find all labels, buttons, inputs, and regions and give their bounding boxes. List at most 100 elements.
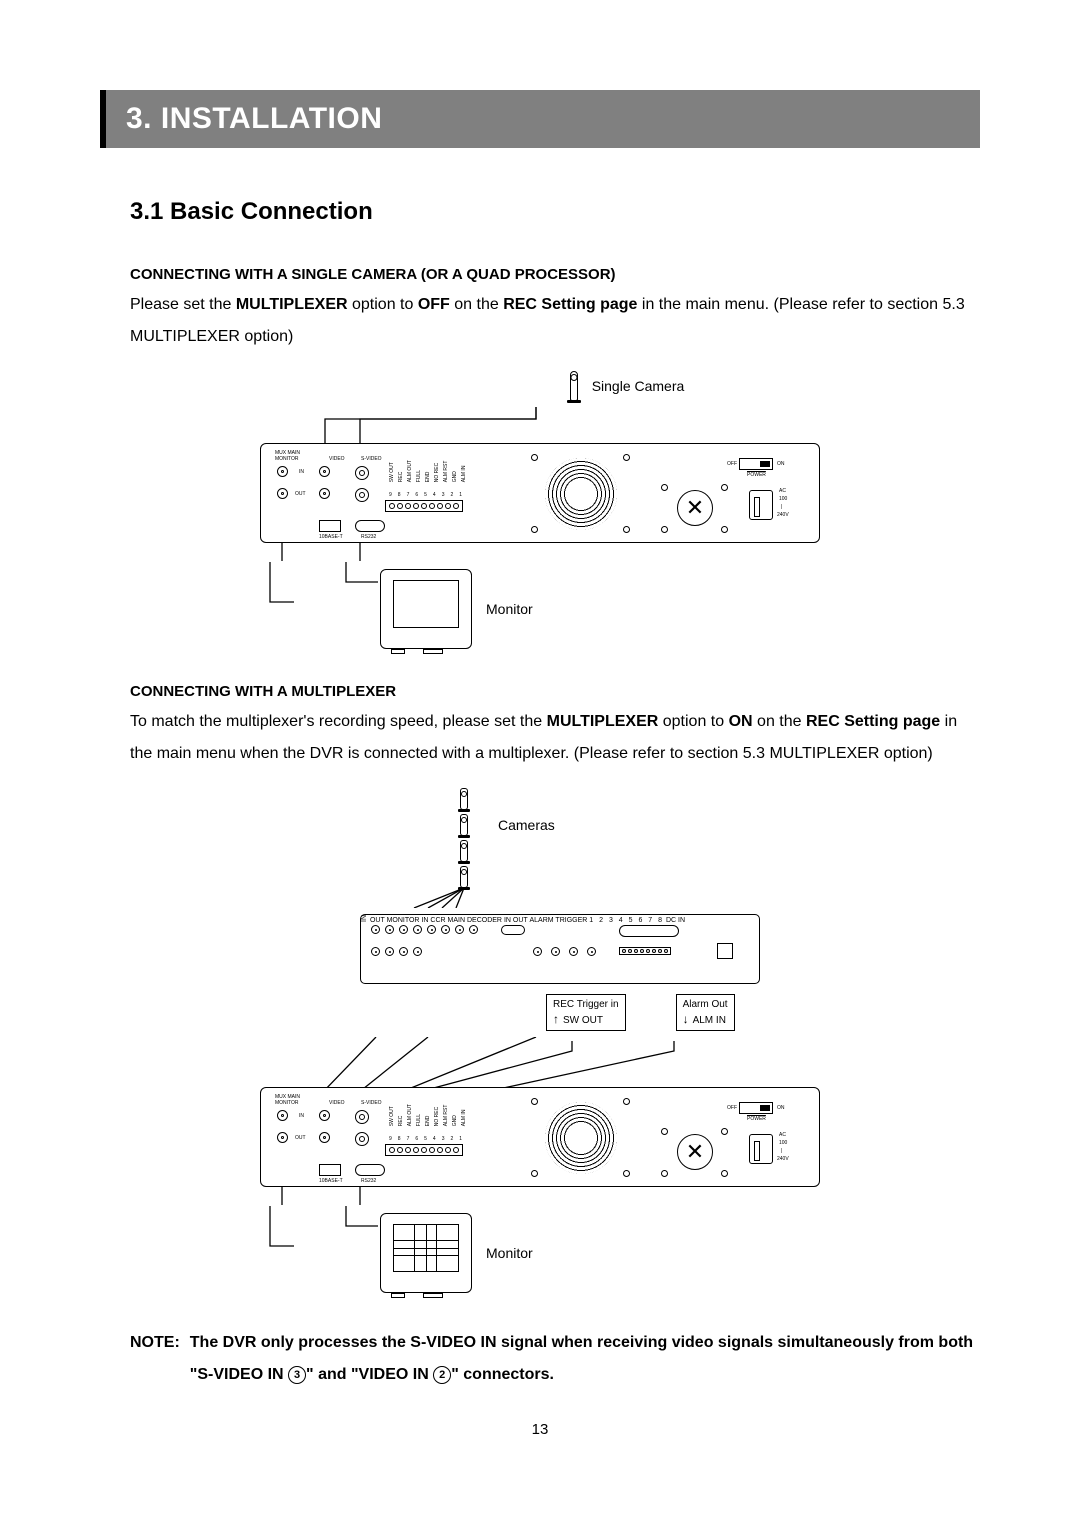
text-bold: REC Setting page — [503, 296, 637, 313]
pin-num: 5 — [424, 492, 427, 498]
svideo — [355, 1110, 369, 1124]
bnc — [533, 947, 542, 956]
text-bold: OFF — [418, 296, 450, 313]
label: POWER — [747, 1116, 766, 1122]
note-prefix: NOTE: — [130, 1327, 180, 1391]
label: 10BASE-T — [319, 1178, 343, 1184]
label: S-VIDEO — [361, 1100, 382, 1106]
label: OFF — [727, 461, 737, 467]
bnc — [587, 947, 596, 956]
mux-heading: CONNECTING WITH A MULTIPLEXER — [130, 683, 980, 700]
multiplexer-rear: IN OUT MONITOR IN CCR MAIN DECODER IN OU… — [360, 914, 760, 984]
text: To match the multiplexer's recording spe… — [130, 713, 547, 730]
cameras-label: Cameras — [498, 817, 555, 833]
label: VIDEO — [329, 1100, 345, 1106]
text-bold: ON — [729, 713, 753, 730]
pin-num: 4 — [433, 492, 436, 498]
text: on the — [450, 296, 503, 313]
text: Please set the — [130, 296, 236, 313]
pin-label: ALM IN — [461, 1104, 467, 1126]
text: option to — [658, 713, 728, 730]
chapter-header: 3. INSTALLATION — [100, 90, 980, 148]
label: POWER — [747, 472, 766, 478]
pin-label: ALM RST — [443, 1104, 449, 1126]
screw-icon — [721, 526, 728, 533]
page-number: 13 — [100, 1421, 980, 1438]
screw-icon — [623, 454, 630, 461]
pin-num: 3 — [442, 1136, 445, 1142]
wire-svg — [340, 1206, 380, 1286]
diagram-mux: Cameras IN OUT MONITOR I — [100, 788, 980, 1293]
note-body: The DVR only processes the S-VIDEO IN si… — [190, 1327, 980, 1391]
screw-icon — [623, 526, 630, 533]
bnc — [455, 925, 464, 934]
label: MONITOR — [275, 1100, 299, 1106]
speaker-grille — [545, 1102, 617, 1174]
label: IN — [504, 917, 511, 924]
db-connector — [619, 925, 679, 937]
callout-text: SW OUT — [563, 1015, 603, 1026]
label: S-VIDEO — [361, 456, 382, 462]
pin-label: SW OUT — [389, 460, 395, 482]
fan-icon — [677, 1134, 713, 1170]
callout-rec-trigger: REC Trigger in ↑SW OUT — [546, 994, 626, 1031]
wire-svg — [264, 562, 294, 642]
db9-port — [355, 1164, 385, 1176]
label: RS232 — [361, 1178, 376, 1184]
wire-svg — [264, 1206, 294, 1286]
camera-icon — [460, 814, 468, 836]
svideo-connector — [355, 488, 369, 502]
monitor-icon — [380, 1213, 472, 1293]
text-bold: MULTIPLEXER — [236, 296, 348, 313]
pin-label: END — [425, 1104, 431, 1126]
label: 100 — [779, 1140, 787, 1146]
screw-icon — [661, 1170, 668, 1177]
label: MAIN — [448, 917, 466, 924]
dvr-rear-panel: MUX MAIN MONITOR VIDEO S-VIDEO IN OUT SW… — [260, 1087, 820, 1187]
terminal — [619, 947, 671, 955]
rj45-port — [319, 520, 341, 532]
pin-label: END — [425, 460, 431, 482]
diagram-single: Single Camera MUX MAIN MONITOR VIDEO S-V… — [100, 371, 980, 649]
single-paragraph: Please set the MULTIPLEXER option to OFF… — [130, 289, 980, 353]
screw-icon — [531, 1170, 538, 1177]
bnc — [319, 1132, 330, 1143]
pin-label: GND — [452, 1104, 458, 1126]
screw-icon — [531, 526, 538, 533]
camera-label: Single Camera — [592, 378, 685, 394]
label: CCR — [430, 917, 445, 924]
text: " connectors. — [451, 1366, 554, 1383]
wire-svg — [260, 1037, 820, 1087]
label: 10BASE-T — [319, 534, 343, 540]
screw-icon — [661, 1128, 668, 1135]
pin-num: 1 — [459, 1136, 462, 1142]
bnc-connector — [319, 466, 330, 477]
screw-icon — [623, 1170, 630, 1177]
terminal-block — [385, 1144, 463, 1156]
label: | — [781, 504, 782, 510]
bnc — [385, 925, 394, 934]
label: OUT — [370, 917, 385, 924]
wire-svg — [340, 562, 380, 642]
screw-icon — [531, 454, 538, 461]
callout-alarm-out: Alarm Out ↓ALM IN — [676, 994, 735, 1031]
pin-num: 4 — [433, 1136, 436, 1142]
label: 240V — [777, 1156, 789, 1162]
ac-inlet — [749, 490, 773, 520]
callout-text: REC Trigger in — [553, 999, 619, 1010]
label: AC — [779, 1132, 786, 1138]
label: IN — [299, 1113, 304, 1119]
cameras-column: Cameras — [460, 788, 820, 888]
screw-icon — [661, 484, 668, 491]
bnc — [277, 1132, 288, 1143]
ac-inlet — [749, 1134, 773, 1164]
pin-label: REC — [398, 460, 404, 482]
bnc — [569, 947, 578, 956]
label: DC IN — [666, 917, 685, 924]
label: AC — [779, 488, 786, 494]
bnc — [371, 925, 380, 934]
svideo-connector — [355, 466, 369, 480]
bnc — [413, 947, 422, 956]
camera-icon — [460, 866, 468, 888]
bnc — [385, 947, 394, 956]
